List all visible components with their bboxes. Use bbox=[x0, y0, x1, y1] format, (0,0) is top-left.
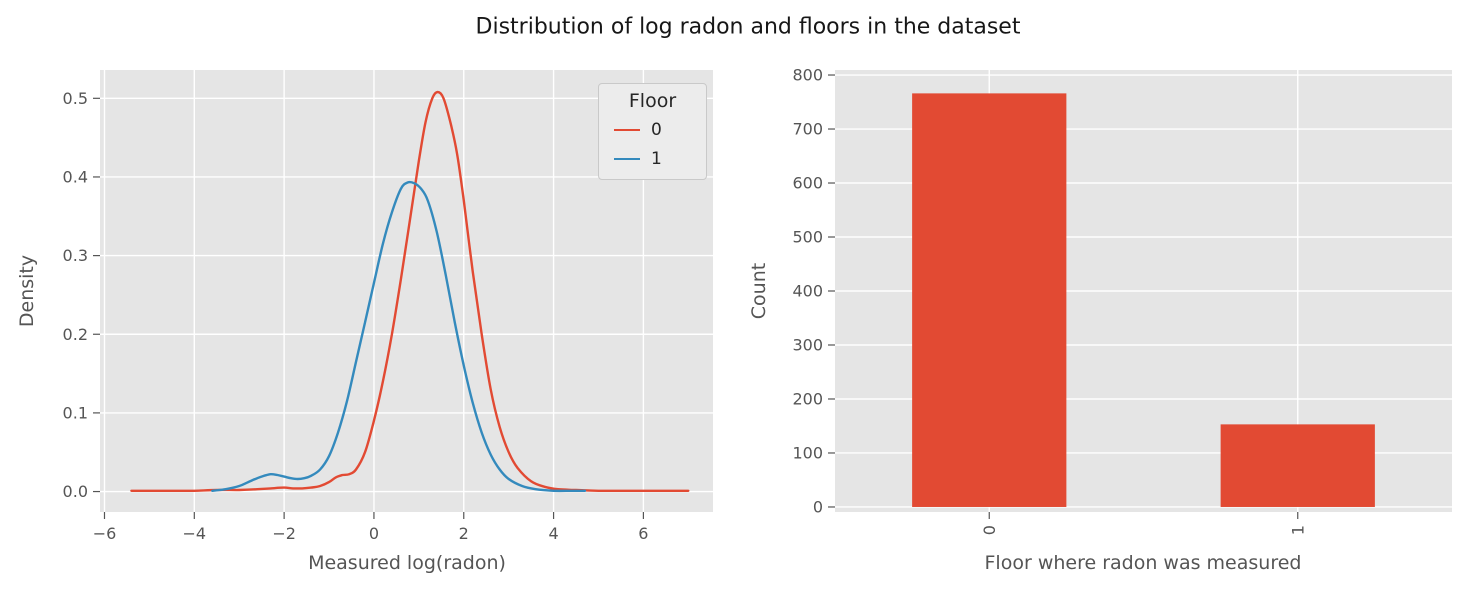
kde-curve-floor-0 bbox=[130, 90, 690, 493]
bar-floor-1 bbox=[1220, 424, 1375, 507]
kde-xtick-label: −2 bbox=[272, 524, 296, 543]
figure-title: Distribution of log radon and floors in … bbox=[475, 14, 1021, 40]
bar-ytick-label: 300 bbox=[792, 335, 823, 354]
kde-ylabel: Density bbox=[16, 254, 38, 328]
bar-ytick-label: 800 bbox=[792, 66, 823, 85]
kde-ytick-label: 0.1 bbox=[63, 403, 88, 422]
bar-ytick-label: 200 bbox=[792, 389, 823, 408]
legend: Floor 0 1 bbox=[598, 83, 707, 180]
kde-xtick-label: 6 bbox=[638, 524, 648, 543]
legend-title: Floor bbox=[628, 90, 677, 112]
bar-ytick-label: 0 bbox=[813, 497, 823, 516]
legend-line-floor-1 bbox=[614, 157, 640, 160]
bar-ytick-label: 500 bbox=[792, 228, 823, 247]
kde-xtick-label: −4 bbox=[183, 524, 207, 543]
kde-ytick-label: 0.5 bbox=[63, 89, 88, 108]
legend-entry-floor-1: 1 bbox=[609, 144, 696, 173]
kde-curve-floor-1 bbox=[211, 180, 587, 493]
legend-label-floor-1: 1 bbox=[651, 148, 662, 169]
legend-label-floor-0: 0 bbox=[651, 119, 662, 140]
kde-ytick-label: 0.0 bbox=[63, 482, 88, 501]
kde-xtick-label: 2 bbox=[459, 524, 469, 543]
bar-xtick-label: 0 bbox=[980, 525, 999, 535]
bar-ytick-label: 400 bbox=[792, 282, 823, 301]
bar-ytick-label: 100 bbox=[792, 443, 823, 462]
kde-ytick-label: 0.3 bbox=[63, 246, 88, 265]
kde-ytick-label: 0.4 bbox=[63, 167, 88, 186]
bar-xlabel: Floor where radon was measured bbox=[984, 552, 1302, 574]
bar-ylabel: Count bbox=[748, 262, 770, 320]
kde-xlabel: Measured log(radon) bbox=[308, 552, 506, 574]
bar-xtick-label: 1 bbox=[1288, 525, 1307, 535]
kde-xtick-label: 0 bbox=[369, 524, 379, 543]
kde-xtick-label: −6 bbox=[93, 524, 117, 543]
kde-ytick-label: 0.2 bbox=[63, 325, 88, 344]
bar-ytick-label: 700 bbox=[792, 120, 823, 139]
bar-subplot: 0 100 200 300 400 500 600 700 800 0 1 bbox=[792, 66, 1452, 535]
kde-xtick-label: 4 bbox=[548, 524, 558, 543]
bar-floor-0 bbox=[912, 93, 1067, 507]
legend-line-floor-0 bbox=[614, 128, 640, 131]
bar-ytick-label: 600 bbox=[792, 174, 823, 193]
legend-entry-floor-0: 0 bbox=[609, 115, 696, 144]
